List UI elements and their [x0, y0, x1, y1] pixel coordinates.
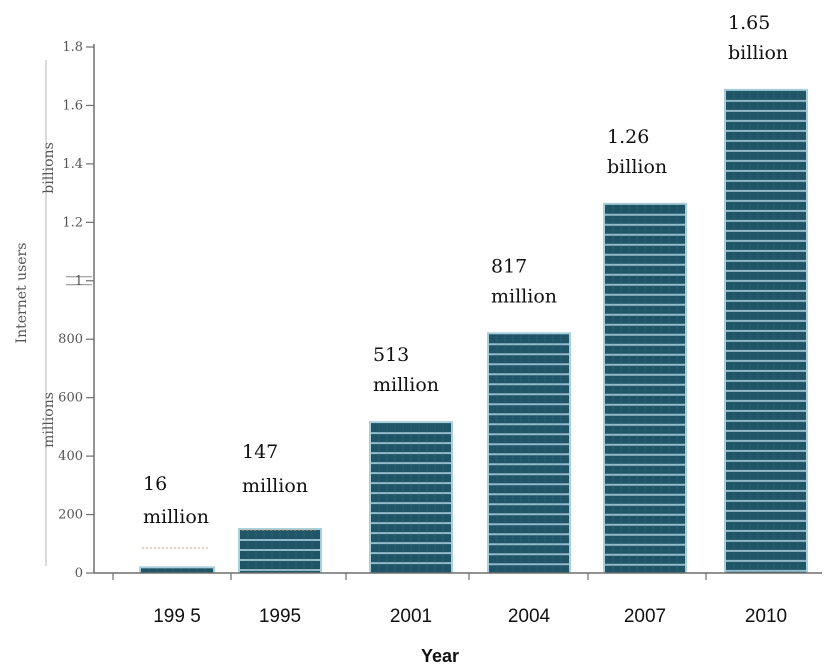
y-tick-label: 1.6 — [62, 98, 83, 113]
data-label: million — [491, 285, 557, 307]
x-tick-labels: 199 5 1995 2001 2004 2007 2010 — [153, 606, 787, 627]
data-label: 817 — [491, 255, 527, 277]
y-tick-label: 1.2 — [62, 215, 83, 230]
bar-2004 — [487, 332, 571, 573]
data-label: million — [143, 506, 209, 528]
data-label: million — [242, 475, 308, 497]
data-label: billion — [728, 42, 788, 64]
data-label: 16 — [143, 473, 167, 495]
data-label: million — [373, 374, 439, 396]
y-tick-label: 400 — [58, 449, 83, 464]
x-tick-label: 2004 — [508, 606, 551, 627]
x-tick-label: 1995 — [259, 606, 301, 627]
bar-1995 — [238, 528, 322, 573]
y-axis-scale-upper: billions — [41, 142, 57, 194]
bar — [371, 423, 451, 573]
bar-2001 — [369, 421, 453, 573]
y-tick-label: 600 — [58, 391, 83, 406]
y-ticks: 0 200 400 600 800 1 1.2 1.4 1.6 1.8 — [58, 40, 707, 581]
bar — [141, 568, 213, 573]
bar-2007 — [603, 202, 687, 574]
bars — [139, 88, 808, 574]
y-tick-label: 800 — [58, 332, 83, 347]
y-axis-title: Internet users — [14, 243, 30, 344]
y-tick-label: 1 — [75, 274, 83, 289]
y-tick-label: 0 — [75, 566, 83, 581]
y-tick-label: 1.4 — [62, 157, 83, 172]
y-tick-label: 200 — [58, 508, 83, 523]
bar-1995 — [139, 566, 215, 573]
data-label: 1.65 — [728, 12, 770, 34]
data-label: billion — [607, 156, 667, 178]
x-axis-title: Year — [421, 646, 459, 666]
data-label: 1.26 — [607, 126, 649, 148]
x-tick-label: 199 5 — [153, 606, 201, 627]
bar — [605, 204, 685, 574]
data-labels: 16 million 147 million 513 million 817 million 1… — [143, 12, 788, 528]
bar — [240, 530, 320, 573]
data-label: 147 — [242, 441, 278, 463]
y-tick-label: 1.8 — [62, 40, 83, 55]
x-tick-label: 2010 — [745, 606, 787, 627]
axes — [45, 44, 822, 574]
data-label: 513 — [373, 344, 409, 366]
y-axis-scale-lower: millions — [41, 392, 57, 448]
bar-2010 — [724, 88, 808, 573]
x-tick-label: 2007 — [624, 606, 666, 627]
x-tick-label: 2001 — [390, 606, 432, 627]
